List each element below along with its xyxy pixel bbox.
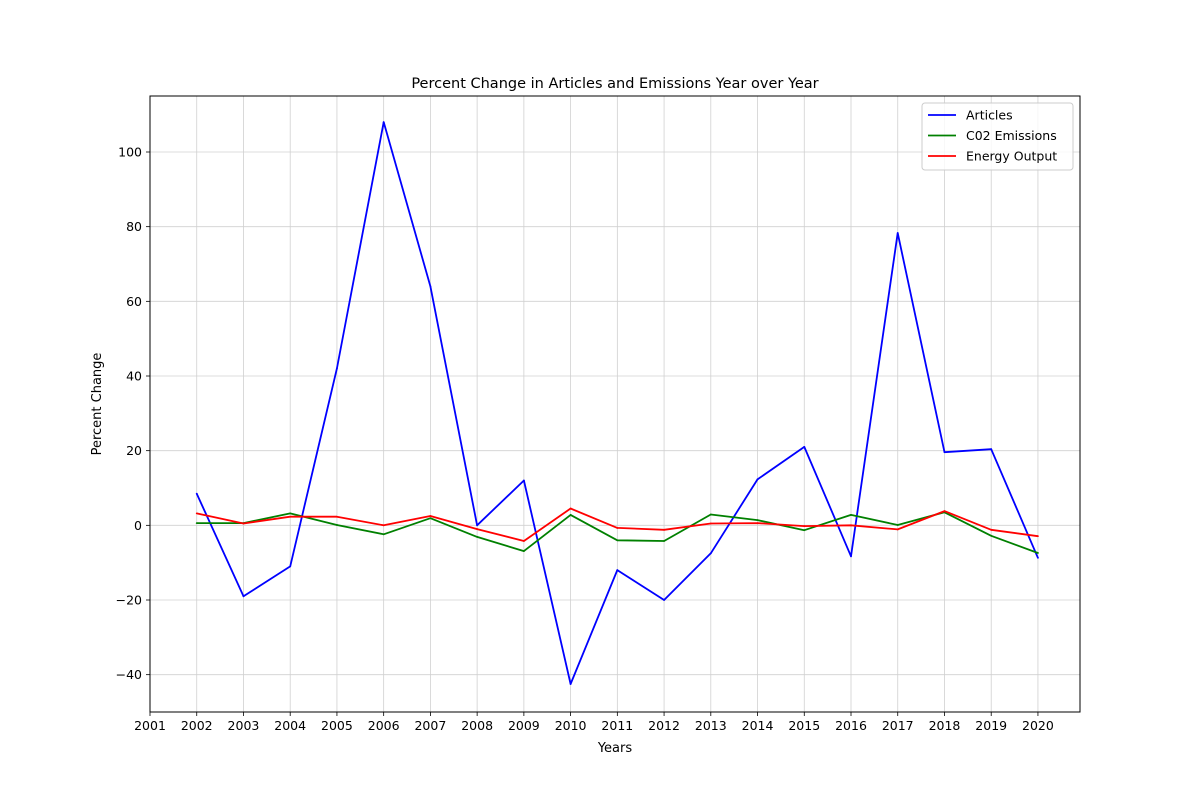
data-point-articles (522, 479, 525, 482)
data-point-articles (569, 683, 572, 685)
data-point-articles (195, 492, 198, 495)
data-point-energy-output (336, 515, 338, 518)
data-point-c02-emissions (663, 540, 665, 542)
grid-lines (149, 96, 1080, 712)
y-tick-label: 0 (134, 518, 142, 533)
data-point-energy-output (476, 528, 479, 530)
data-point-energy-output (990, 528, 993, 531)
data-point-energy-output (569, 507, 572, 510)
data-point-c02-emissions (569, 513, 572, 516)
data-point-articles (803, 446, 806, 448)
data-point-c02-emissions (896, 524, 899, 526)
x-tick-label: 2004 (274, 718, 306, 733)
y-axis-label: Percent Change (90, 353, 105, 456)
x-tick-label: 2007 (414, 718, 446, 733)
data-point-c02-emissions (850, 513, 852, 516)
x-tick-label: 2002 (181, 718, 213, 733)
data-point-energy-output (195, 512, 198, 515)
data-point-c02-emissions (429, 517, 432, 520)
data-point-energy-output (803, 525, 806, 527)
y-tick-label: 20 (126, 443, 142, 458)
x-tick-label: 2010 (555, 718, 587, 733)
data-point-energy-output (242, 522, 245, 525)
data-point-articles (429, 285, 432, 288)
data-point-c02-emissions (709, 513, 712, 516)
x-tick-label: 2006 (368, 718, 400, 733)
y-tick-label: 100 (118, 145, 142, 160)
data-point-energy-output (382, 524, 385, 527)
data-point-c02-emissions (803, 529, 806, 532)
data-point-energy-output (522, 540, 525, 542)
data-point-c02-emissions (476, 536, 479, 538)
x-tick-label: 2014 (742, 718, 774, 733)
x-axis-ticks: 2001 2002 2003 2004 2005 2006 2007 2008 2009 2010… (134, 712, 1054, 733)
data-point-energy-output (1037, 535, 1039, 538)
data-point-c02-emissions (990, 534, 993, 537)
plot-series (195, 121, 1039, 685)
data-point-c02-emissions (522, 550, 525, 552)
data-point-energy-output (850, 524, 852, 527)
data-point-energy-output (616, 527, 619, 529)
data-point-articles (663, 599, 665, 601)
x-tick-label: 2003 (228, 718, 260, 733)
data-point-articles (709, 552, 712, 555)
x-tick-label: 2015 (788, 718, 820, 733)
data-point-energy-output (896, 528, 899, 531)
data-point-articles (1037, 556, 1039, 559)
data-point-articles (382, 121, 385, 124)
chart-title: Percent Change in Articles and Emissions… (411, 76, 818, 92)
x-tick-label: 2001 (134, 718, 166, 733)
data-point-articles (476, 524, 479, 527)
legend-label-articles: Articles (966, 108, 1013, 123)
y-tick-label: 40 (126, 369, 142, 384)
y-axis-ticks: −40 −20 0 20 40 60 80 100 (116, 145, 150, 682)
x-tick-label: 2018 (929, 718, 961, 733)
legend-label-energy-output: Energy Output (966, 149, 1057, 164)
data-point-articles (756, 478, 759, 481)
data-point-articles (336, 367, 338, 370)
y-tick-label: 60 (126, 294, 142, 309)
data-point-c02-emissions (756, 519, 759, 522)
x-tick-label: 2013 (695, 718, 727, 733)
legend-box (921, 102, 1074, 171)
data-point-energy-output (663, 528, 665, 531)
data-point-energy-output (943, 510, 946, 513)
data-point-c02-emissions (1037, 552, 1039, 554)
x-tick-label: 2012 (648, 718, 680, 733)
y-tick-label: −20 (116, 593, 142, 608)
data-point-articles (896, 232, 899, 234)
data-point-c02-emissions (382, 533, 385, 536)
data-point-articles (289, 565, 292, 568)
x-tick-label: 2005 (321, 718, 353, 733)
x-tick-label: 2009 (508, 718, 540, 733)
data-point-articles (616, 569, 619, 572)
x-tick-label: 2019 (975, 718, 1007, 733)
x-tick-label: 2017 (882, 718, 914, 733)
data-point-c02-emissions (289, 512, 292, 515)
data-point-articles (943, 451, 946, 454)
data-point-energy-output (709, 522, 712, 525)
legend-label-c02-emissions: C02 Emissions (966, 128, 1057, 143)
data-point-energy-output (429, 515, 432, 517)
y-tick-label: −40 (116, 667, 142, 682)
x-tick-label: 2020 (1022, 718, 1054, 733)
legend: Articles C02 Emissions Energy Output (921, 102, 1074, 171)
data-point-articles (850, 555, 852, 558)
data-point-articles (242, 595, 245, 598)
axes-frame (149, 95, 1081, 713)
x-axis-label: Years (597, 741, 633, 756)
x-tick-label: 2008 (461, 718, 493, 733)
data-point-c02-emissions (195, 522, 198, 524)
data-point-c02-emissions (616, 539, 619, 542)
data-point-energy-output (289, 515, 292, 518)
x-tick-label: 2011 (601, 718, 633, 733)
data-point-articles (990, 448, 993, 451)
y-tick-label: 80 (126, 219, 142, 234)
data-point-c02-emissions (336, 524, 338, 526)
x-tick-label: 2016 (835, 718, 867, 733)
data-point-energy-output (756, 522, 759, 524)
